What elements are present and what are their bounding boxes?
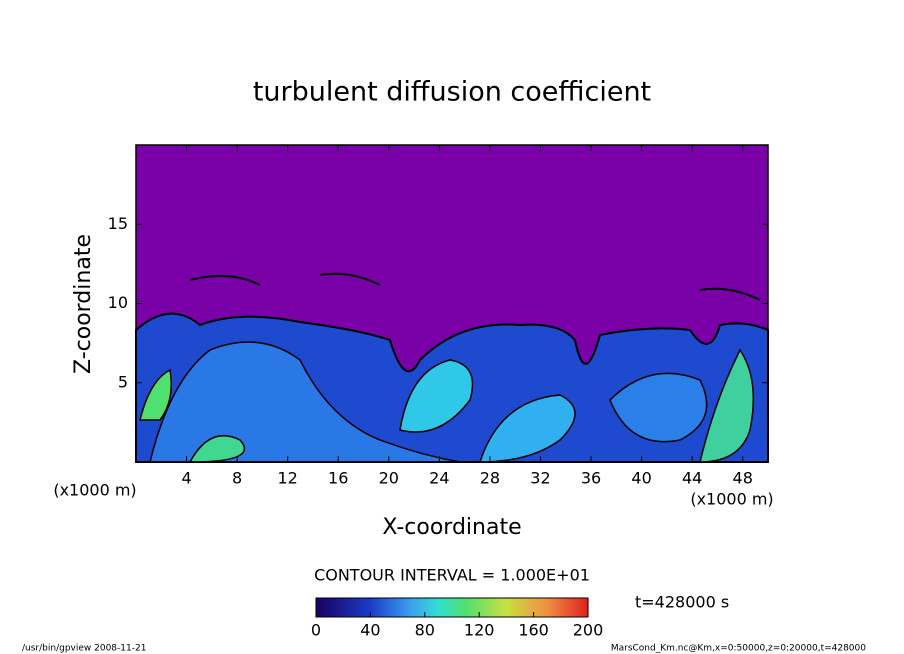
field-contour [189,272,761,301]
x-unit: (x1000 m) [53,481,136,500]
footer-left: /usr/bin/gpview 2008-11-21 [22,644,146,654]
colorbar-tick-label: 120 [464,621,495,640]
field-patch [188,435,246,463]
x-tick-label: 32 [530,469,550,488]
x-tick-label: 40 [631,469,651,488]
colorbar-tick-label: 200 [573,621,604,640]
field-patch [478,394,576,463]
x-tick-label: 4 [181,469,191,488]
y-tick-label: 10 [108,293,128,312]
field-patch [609,372,708,443]
chart-title: turbulent diffusion coefficient [253,77,651,108]
field-patch [399,359,474,433]
field-patch [699,348,755,463]
colorbar [315,597,589,618]
x-axis-label: X-coordinate [382,515,521,540]
x-tick-label: 28 [480,469,500,488]
contour-interval: CONTOUR INTERVAL = 1.000E+01 [314,566,590,585]
x-tick-label: 20 [379,469,399,488]
time-label: t=428000 s [635,593,729,612]
x-tick-label: 12 [278,469,298,488]
x-tick-label: 36 [581,469,601,488]
x-tick-label: 44 [682,469,702,488]
field-patch [139,368,172,421]
field-patch [149,341,461,463]
y-tick-label: 15 [108,214,128,233]
colorbar-tick-label: 40 [360,621,380,640]
y-axis-label: Z-coordinate [71,234,96,374]
footer-right: MarsCond_Km.nc@Km,x=0:50000,z=0:20000,t=… [611,644,866,654]
x-tick-label: 24 [429,469,449,488]
x-tick-label: 8 [232,469,242,488]
field [135,144,769,463]
x-tick-label: 16 [328,469,348,488]
x-tick-label: 48 [733,469,753,488]
x-unit: (x1000 m) [690,490,773,509]
y-tick-label: 5 [118,372,128,391]
colorbar-tick-label: 160 [518,621,549,640]
colorbar-tick-label: 80 [415,621,435,640]
colorbar-tick-label: 0 [311,621,321,640]
